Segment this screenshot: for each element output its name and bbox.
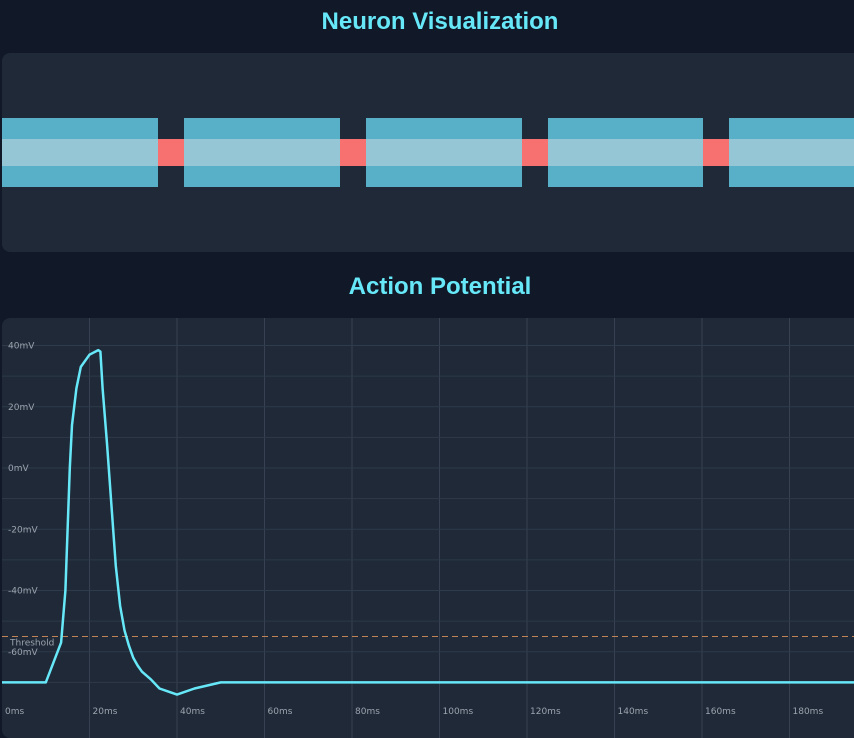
node-of-ranvier (703, 139, 729, 166)
x-tick-label: 40ms (180, 707, 205, 717)
myelin-segment (184, 118, 340, 187)
y-tick-label: -60mV (8, 648, 38, 658)
x-tick-label: 60ms (268, 707, 293, 717)
y-tick-label: -20mV (8, 525, 38, 535)
myelin-segment (729, 118, 854, 187)
x-tick-label: 80ms (355, 707, 380, 717)
x-tick-label: 180ms (793, 707, 824, 717)
action-potential-chart-panel: Threshold 40mV 20mV 0mV -20mV -40mV -60mV 0ms 20… (2, 318, 854, 738)
x-tick-label: 100ms (443, 707, 474, 717)
axon-core (729, 139, 854, 166)
axon-core (548, 139, 703, 166)
axon-core (366, 139, 522, 166)
x-tick-label: 0ms (5, 707, 24, 717)
node-of-ranvier (340, 139, 366, 166)
node-of-ranvier (158, 139, 184, 166)
x-tick-label: 140ms (618, 707, 649, 717)
action-potential-chart: Threshold 40mV 20mV 0mV -20mV -40mV -60mV 0ms 20… (2, 318, 854, 738)
action-potential-title: Action Potential (348, 273, 532, 300)
neuron-visualization-title: Neuron Visualization (321, 8, 559, 35)
action-potential-line (2, 348, 854, 696)
y-tick-label: 40mV (8, 342, 35, 352)
myelin-segment (548, 118, 703, 187)
axon-core (2, 139, 158, 166)
neuron-visualization-panel (2, 53, 854, 252)
axon-core (184, 139, 340, 166)
myelin-segment (2, 118, 158, 187)
x-tick-label: 120ms (530, 707, 561, 717)
x-tick-label: 160ms (705, 707, 736, 717)
y-tick-label: -40mV (8, 587, 38, 597)
threshold-label: Threshold (9, 638, 54, 648)
myelin-segment (366, 118, 522, 187)
y-tick-label: 20mV (8, 403, 35, 413)
node-of-ranvier (522, 139, 548, 166)
x-tick-label: 20ms (93, 707, 118, 717)
y-tick-label: 0mV (8, 464, 29, 474)
